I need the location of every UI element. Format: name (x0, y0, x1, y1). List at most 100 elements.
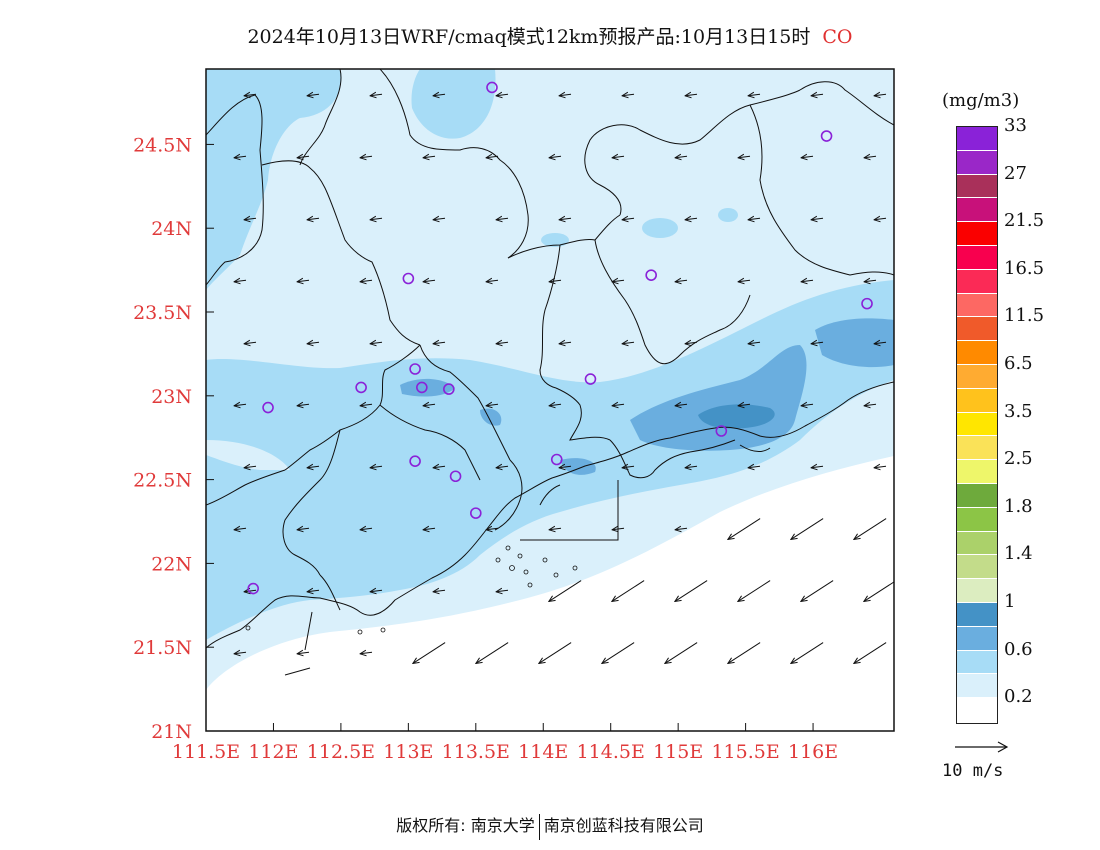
footer-left: 版权所有: 南京大学 (396, 816, 535, 835)
legend-swatch (957, 650, 997, 675)
wind-arrow (854, 642, 887, 664)
wind-arrow (486, 528, 499, 530)
wind-arrow (864, 404, 877, 406)
wind-arrow (612, 580, 645, 602)
wind-arrow (612, 280, 625, 282)
legend-frame (956, 126, 998, 724)
wind-arrow (370, 466, 383, 468)
legend-label: 0.2 (1004, 686, 1033, 708)
wind-arrow (307, 590, 320, 592)
pollutant-species: CO (822, 26, 853, 48)
station-marker (409, 363, 421, 375)
x-tick-label: 114E (518, 741, 568, 763)
wind-arrow (622, 94, 635, 96)
station-marker (443, 383, 455, 395)
wind-arrow (244, 590, 257, 592)
wind-arrow (748, 466, 761, 468)
x-tick-label: 113.5E (442, 741, 510, 763)
legend-unit: (mg/m3) (942, 90, 1020, 111)
wind-arrow (864, 156, 877, 158)
title-text: 2024年10月13日WRF/cmaq模式12km预报产品:10月13日15时 (247, 26, 811, 48)
copyright-footer: 版权所有: 南京大学 南京创蓝科技有限公司 (0, 812, 1100, 840)
wind-arrow (748, 218, 761, 220)
wind-arrow (486, 404, 499, 406)
legend-swatch (957, 460, 997, 484)
station-marker (584, 373, 597, 385)
wind-arrow (549, 528, 562, 530)
legend-swatch (957, 412, 997, 437)
wind-arrow (370, 94, 383, 96)
reference-wind-arrow (955, 741, 1009, 753)
station-marker (645, 269, 657, 281)
legend-label: 0.6 (1004, 638, 1033, 660)
y-tick-label: 24N (151, 218, 192, 240)
station-marker (861, 297, 873, 310)
wind-arrow (549, 404, 562, 406)
wind-arrow (675, 528, 688, 530)
wind-arrow (622, 342, 635, 344)
station-marker (262, 401, 274, 414)
wind-arrow (791, 642, 824, 664)
footer-separator (538, 813, 540, 840)
wind-arrow (423, 528, 436, 530)
wind-arrow (297, 404, 310, 406)
wind-arrow (728, 642, 761, 664)
wind-arrow (234, 156, 247, 158)
legend-label: 1.8 (1004, 495, 1033, 517)
wind-arrow (307, 218, 320, 220)
wind-arrow (360, 652, 373, 654)
wind-arrow (685, 466, 698, 468)
y-tick-label: 21N (151, 721, 192, 743)
legend-label: 3.5 (1004, 400, 1033, 422)
wind-arrow (413, 642, 446, 664)
wind-arrow (244, 218, 257, 220)
wind-arrow (244, 94, 257, 96)
legend-swatch (957, 507, 997, 532)
legend-swatch (957, 626, 997, 651)
concentration-field (206, 69, 894, 731)
wind-arrow (496, 342, 509, 344)
wind-arrow (244, 342, 257, 344)
wind-arrow (423, 404, 436, 406)
wind-arrow (360, 404, 373, 406)
x-tick-label: 115E (653, 741, 703, 763)
legend-swatch (957, 436, 997, 461)
wind-arrow (801, 404, 814, 406)
station-marker (550, 453, 563, 466)
plot-frame (205, 68, 895, 732)
x-axis-ticks: 111.5E 112E 112.5E 113E 113.5E 114E 114.5E 115E… (172, 723, 838, 763)
x-tick-label: 111.5E (172, 741, 240, 763)
wind-arrow (433, 590, 446, 592)
wind-arrow (559, 218, 572, 220)
wind-arrow (791, 518, 824, 540)
wind-arrow (539, 642, 572, 664)
y-tick-label: 23.5N (133, 302, 192, 324)
wind-arrow (622, 218, 635, 220)
x-tick-label: 114.5E (577, 741, 645, 763)
wind-arrow (801, 156, 814, 158)
wind-arrow (234, 404, 247, 406)
wind-arrow (738, 280, 751, 282)
wind-arrow (549, 580, 582, 602)
wind-arrow (307, 342, 320, 344)
wind-arrow (874, 218, 887, 220)
y-tick-label: 21.5N (133, 637, 192, 659)
legend-swatch (957, 674, 997, 699)
y-axis-ticks: 21N 21.5N 22N 22.5N 23N 23.5N 24N 24.5N (133, 134, 214, 743)
legend-swatch (957, 555, 997, 580)
wind-arrow (801, 280, 814, 282)
wind-arrow (433, 218, 446, 220)
wind-arrow (307, 94, 320, 96)
wind-arrow (811, 342, 824, 344)
legend-swatch (957, 174, 997, 199)
station-marker (486, 81, 498, 94)
wind-arrow (612, 156, 625, 158)
wind-arrow (370, 590, 383, 592)
y-tick-label: 23N (151, 386, 192, 408)
legend-label: 1 (1004, 591, 1016, 612)
station-marker (416, 381, 428, 394)
reference-wind-label: 10 m/s (942, 761, 1004, 781)
station-marker (402, 272, 415, 285)
station-marker (470, 507, 482, 519)
wind-arrow (496, 218, 509, 220)
